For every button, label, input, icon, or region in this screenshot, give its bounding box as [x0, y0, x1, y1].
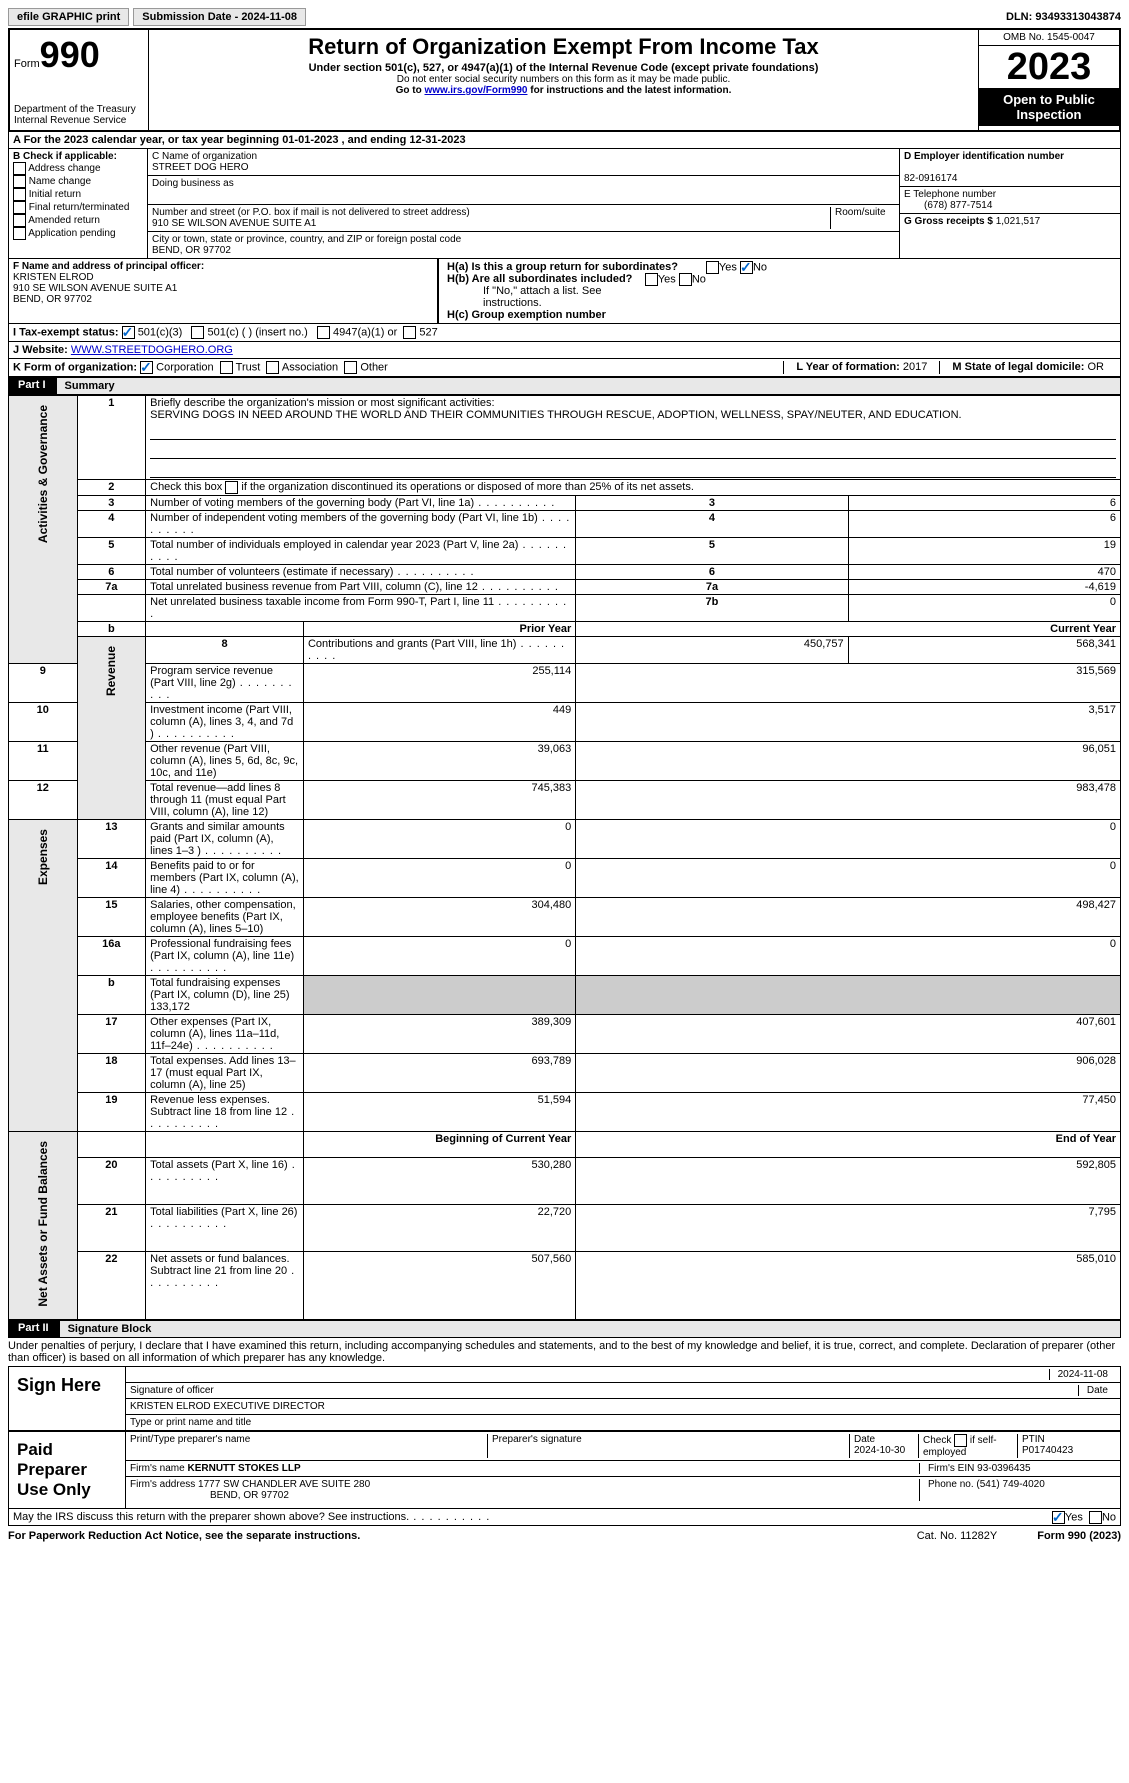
opt-app: Application pending — [28, 228, 115, 239]
f-lbl: F Name and address of principal officer: — [13, 261, 204, 272]
p-sig-lbl: Preparer's signature — [488, 1434, 850, 1458]
type-lbl: Type or print name and title — [130, 1417, 251, 1428]
part2-num: Part II — [8, 1320, 59, 1338]
q1: Briefly describe the organization's miss… — [150, 397, 494, 409]
c-name-lbl: C Name of organization — [152, 151, 257, 162]
cat-no: Cat. No. 11282Y — [917, 1530, 998, 1542]
i-lbl: I Tax-exempt status: — [13, 326, 119, 338]
section-fh: F Name and address of principal officer:… — [8, 259, 1121, 324]
addr: 910 SE WILSON AVENUE SUITE A1 — [152, 218, 316, 229]
part1-header: Part I Summary — [8, 377, 1121, 395]
hb: H(b) Are all subordinates included? — [447, 273, 632, 285]
dept-treasury: Department of the Treasury Internal Reve… — [14, 104, 144, 126]
paid-preparer-block: Paid Preparer Use Only Print/Type prepar… — [8, 1431, 1121, 1509]
declaration: Under penalties of perjury, I declare th… — [8, 1338, 1121, 1366]
header-sub2: Do not enter social security numbers on … — [157, 74, 970, 85]
efile-btn[interactable]: efile GRAPHIC print — [8, 8, 129, 26]
tel-lbl: E Telephone number — [904, 189, 996, 200]
gross-receipts: 1,021,517 — [996, 216, 1041, 227]
k-other: Other — [360, 361, 388, 373]
paid-preparer: Paid Preparer Use Only — [9, 1432, 126, 1508]
m-lbl: M State of legal domicile: — [952, 361, 1084, 373]
sidebar-ag: Activities & Governance — [36, 397, 50, 551]
submission-date: Submission Date - 2024-11-08 — [133, 8, 306, 26]
part1-num: Part I — [8, 377, 56, 395]
sign-here: Sign Here — [9, 1367, 126, 1430]
q2: Check this box if the organization disco… — [150, 481, 694, 493]
section-bcd: B Check if applicable: Address change Na… — [8, 149, 1121, 259]
sign-here-block: Sign Here 2024-11-08 Signature of office… — [8, 1366, 1121, 1431]
footer: For Paperwork Reduction Act Notice, see … — [8, 1526, 1121, 1542]
gross-lbl: G Gross receipts $ — [904, 216, 993, 227]
l-lbl: L Year of formation: — [796, 361, 900, 373]
mission: SERVING DOGS IN NEED AROUND THE WORLD AN… — [150, 409, 961, 421]
501c3: 501(c)(3) — [138, 326, 183, 338]
opt-amended: Amended return — [28, 215, 100, 226]
form-label: Form — [14, 58, 40, 70]
officer-addr2: BEND, OR 97702 — [13, 294, 92, 305]
501c: 501(c) ( ) (insert no.) — [208, 326, 308, 338]
city: BEND, OR 97702 — [152, 245, 231, 256]
header-sub1: Under section 501(c), 527, or 4947(a)(1)… — [157, 62, 970, 74]
summary-table: Activities & Governance 1 Briefly descri… — [8, 395, 1121, 1320]
goto-post: for instructions and the latest informat… — [527, 85, 731, 96]
tax-year: 2023 — [979, 46, 1119, 88]
addr-lbl: Number and street (or P.O. box if mail i… — [152, 207, 470, 218]
opt-address: Address change — [28, 163, 100, 174]
dln: DLN: 93493313043874 — [1006, 11, 1121, 23]
topbar: efile GRAPHIC print Submission Date - 20… — [8, 8, 1121, 26]
omb-number: OMB No. 1545-0047 — [979, 30, 1119, 46]
goto-pre: Go to — [396, 85, 425, 96]
org-name: STREET DOG HERO — [152, 162, 249, 173]
opt-initial: Initial return — [29, 189, 81, 200]
open-public: Open to Public Inspection — [979, 88, 1119, 126]
city-lbl: City or town, state or province, country… — [152, 234, 461, 245]
sidebar-rev: Revenue — [104, 638, 118, 704]
domicile: OR — [1088, 361, 1105, 373]
opt-name: Name change — [29, 176, 91, 187]
sidebar-exp: Expenses — [36, 821, 50, 893]
hc: H(c) Group exemption number — [447, 309, 606, 321]
form-header: Form990 Department of the Treasury Inter… — [8, 28, 1121, 132]
form-number: 990 — [40, 34, 100, 75]
k-lbl: K Form of organization: — [13, 361, 137, 373]
room-lbl: Room/suite — [830, 207, 895, 229]
k-corp: Corporation — [156, 361, 213, 373]
k-trust: Trust — [236, 361, 261, 373]
part2-title: Signature Block — [59, 1320, 1121, 1338]
telephone: (678) 877-7514 — [924, 200, 992, 211]
pra-notice: For Paperwork Reduction Act Notice, see … — [8, 1530, 360, 1542]
date-lbl: Date — [1078, 1385, 1116, 1396]
ein-lbl: D Employer identification number — [904, 151, 1064, 162]
527: 527 — [419, 326, 437, 338]
opt-final: Final return/terminated — [29, 202, 130, 213]
b-label: B Check if applicable: — [13, 151, 117, 162]
part2-header: Part II Signature Block — [8, 1320, 1121, 1338]
sig-lbl: Signature of officer — [130, 1385, 1078, 1396]
sig-date: 2024-11-08 — [1049, 1369, 1116, 1380]
website[interactable]: WWW.STREETDOGHERO.ORG — [71, 344, 233, 356]
j-lbl: J Website: — [13, 344, 68, 356]
part1-title: Summary — [56, 377, 1121, 395]
irs-link[interactable]: www.irs.gov/Form990 — [424, 85, 527, 96]
form-footer: Form 990 (2023) — [1037, 1530, 1121, 1542]
ein: 82-0916174 — [904, 173, 957, 184]
sidebar-na: Net Assets or Fund Balances — [36, 1133, 50, 1315]
ha: H(a) Is this a group return for subordin… — [447, 261, 678, 273]
hb-note: If "No," attach a list. See instructions… — [483, 285, 767, 309]
p-name-lbl: Print/Type preparer's name — [130, 1434, 488, 1458]
4947: 4947(a)(1) or — [333, 326, 397, 338]
year-formation: 2017 — [903, 361, 927, 373]
form-title: Return of Organization Exempt From Incom… — [157, 34, 970, 60]
row-a-period: A For the 2023 calendar year, or tax yea… — [8, 132, 1121, 149]
discuss-q: May the IRS discuss this return with the… — [13, 1511, 490, 1523]
officer-name: KRISTEN ELROD — [13, 272, 94, 283]
officer-sig: KRISTEN ELROD EXECUTIVE DIRECTOR — [130, 1401, 325, 1412]
dba-lbl: Doing business as — [152, 178, 234, 189]
k-assoc: Association — [282, 361, 338, 373]
officer-addr1: 910 SE WILSON AVENUE SUITE A1 — [13, 283, 177, 294]
